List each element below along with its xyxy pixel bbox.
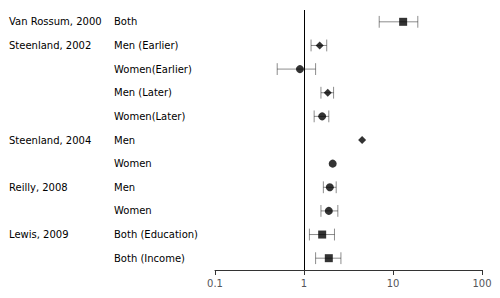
svg-text:Men: Men bbox=[114, 182, 135, 193]
svg-text:Women: Women bbox=[114, 205, 152, 216]
svg-text:Men (Later): Men (Later) bbox=[114, 87, 172, 98]
svg-text:Women: Women bbox=[114, 158, 152, 169]
svg-text:Women(Earlier): Women(Earlier) bbox=[114, 64, 192, 75]
svg-text:Women(Later): Women(Later) bbox=[114, 111, 185, 122]
svg-text:Lewis, 2009: Lewis, 2009 bbox=[9, 229, 69, 240]
svg-text:Reilly, 2008: Reilly, 2008 bbox=[9, 182, 68, 193]
svg-text:Steenland, 2002: Steenland, 2002 bbox=[9, 40, 91, 51]
svg-text:Men: Men bbox=[114, 135, 135, 146]
svg-text:Van Rossum, 2000: Van Rossum, 2000 bbox=[9, 16, 102, 27]
svg-text:1: 1 bbox=[301, 278, 307, 289]
svg-text:Both: Both bbox=[114, 16, 137, 27]
svg-text:0.1: 0.1 bbox=[207, 278, 223, 289]
svg-text:Men (Earlier): Men (Earlier) bbox=[114, 40, 179, 51]
svg-text:10: 10 bbox=[387, 278, 400, 289]
svg-text:Both (Income): Both (Income) bbox=[114, 253, 185, 264]
svg-text:Both (Education): Both (Education) bbox=[114, 229, 198, 240]
svg-text:100: 100 bbox=[472, 278, 491, 289]
svg-text:Steenland, 2004: Steenland, 2004 bbox=[9, 135, 91, 146]
